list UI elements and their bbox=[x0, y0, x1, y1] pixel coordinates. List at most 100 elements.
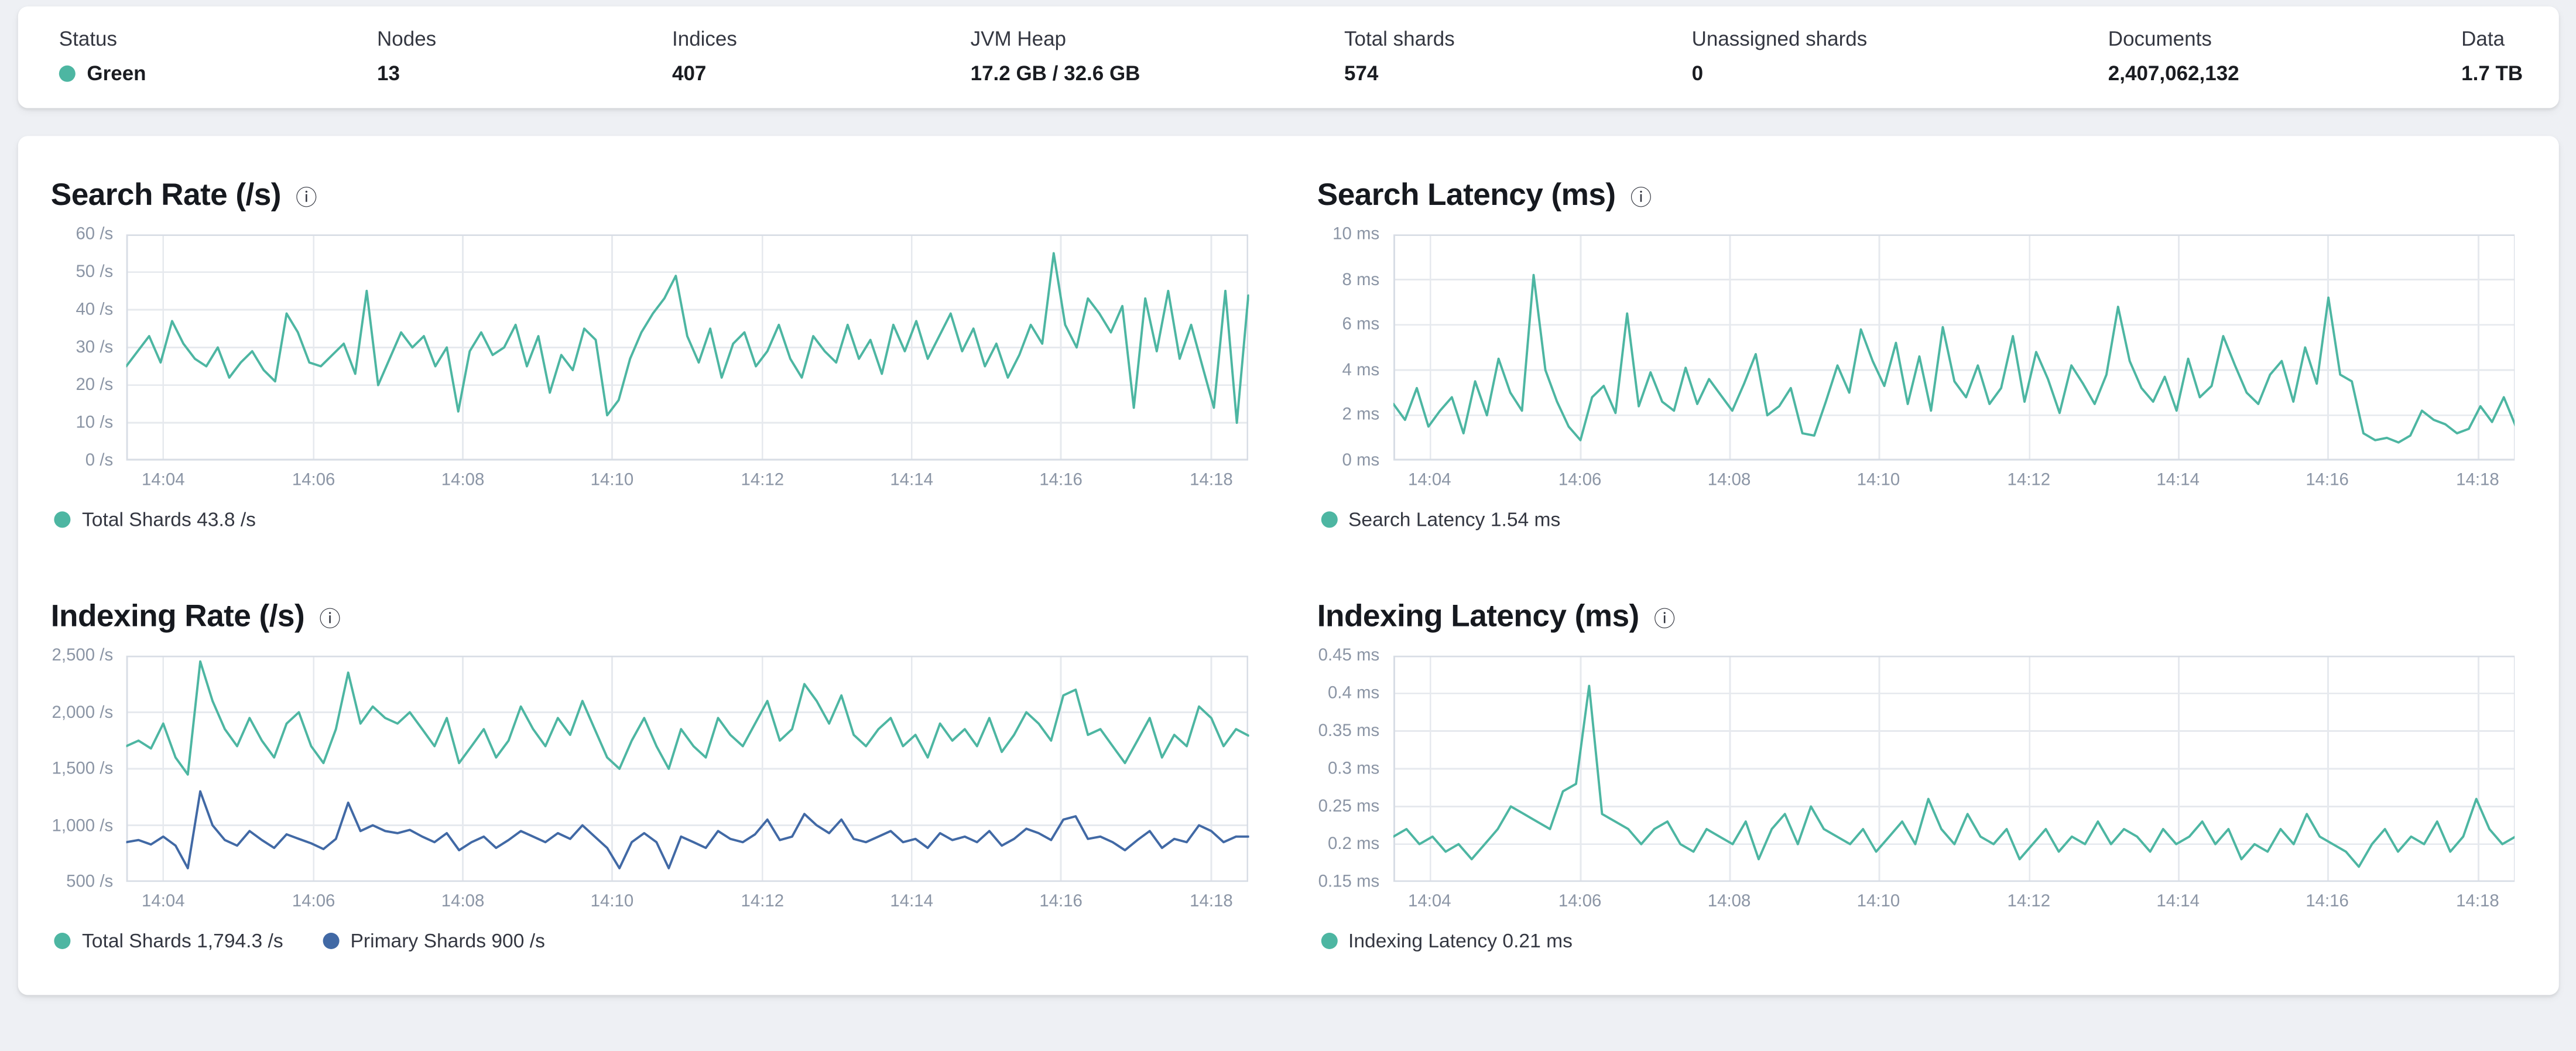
stat-label: Status bbox=[59, 28, 118, 51]
x-tick-label: 14:08 bbox=[1707, 470, 1751, 490]
stat-total-shards: Total shards 574 bbox=[1344, 28, 1692, 85]
stat-value: 574 bbox=[1344, 62, 1692, 85]
info-icon[interactable]: ⓘ bbox=[296, 184, 317, 209]
x-tick-label: 14:18 bbox=[2456, 892, 2499, 912]
y-tick-label: 0.35 ms bbox=[1318, 721, 1380, 741]
stat-label: Total shards bbox=[1344, 28, 1455, 51]
x-tick-label: 14:16 bbox=[1039, 470, 1083, 490]
chart-indexing-latency: Indexing Latency (ms) ⓘ 0.15 ms 0.2 ms 0.25 … bbox=[1317, 600, 2515, 953]
stat-indices: Indices 407 bbox=[672, 28, 971, 85]
x-tick-label: 14:18 bbox=[1190, 470, 1233, 490]
charts-grid: Search Rate (/s) ⓘ 0 /s 10 /s 20 /s 30 /s 40 /… bbox=[18, 136, 2559, 995]
stat-value: 407 bbox=[672, 62, 971, 85]
x-tick-label: 14:16 bbox=[2306, 470, 2349, 490]
series-line-search-latency bbox=[1392, 273, 2515, 444]
x-tick-label: 14:08 bbox=[1707, 892, 1751, 912]
x-tick-label: 14:16 bbox=[2306, 892, 2349, 912]
stat-label: Indices bbox=[672, 28, 737, 51]
series-line-total-shards bbox=[126, 252, 1249, 424]
stat-value: 1.7 TB bbox=[2461, 62, 2523, 85]
y-tick-label: 1,500 /s bbox=[52, 759, 114, 779]
x-tick-label: 14:16 bbox=[1039, 892, 1083, 912]
plot-area[interactable] bbox=[126, 234, 1249, 461]
series-line-total-shards bbox=[126, 660, 1249, 776]
x-tick-label: 14:06 bbox=[1558, 892, 1602, 912]
legend-item[interactable]: Total Shards 1,794.3 /s bbox=[54, 929, 283, 953]
y-tick-label: 500 /s bbox=[66, 872, 114, 892]
y-tick-label: 0.25 ms bbox=[1318, 796, 1380, 817]
y-tick-label: 2 ms bbox=[1342, 405, 1380, 426]
x-tick-label: 14:10 bbox=[590, 892, 634, 912]
stat-value-text: 0 bbox=[1691, 62, 1704, 85]
series-line-primary-shards bbox=[126, 790, 1249, 869]
x-tick-label: 14:04 bbox=[142, 892, 185, 912]
y-tick-label: 2,500 /s bbox=[52, 646, 114, 666]
legend-label: Search Latency 1.54 ms bbox=[1348, 508, 1561, 531]
stat-unassigned-shards: Unassigned shards 0 bbox=[1692, 28, 2108, 85]
legend-item[interactable]: Primary Shards 900 /s bbox=[322, 929, 545, 953]
legend-dot bbox=[1320, 511, 1337, 528]
legend: Search Latency 1.54 ms bbox=[1317, 508, 2515, 531]
x-tick-label: 14:14 bbox=[890, 892, 933, 912]
legend-item[interactable]: Total Shards 43.8 /s bbox=[54, 508, 256, 531]
y-tick-label: 8 ms bbox=[1342, 269, 1380, 290]
stat-label: Nodes bbox=[377, 28, 437, 51]
x-tick-label: 14:04 bbox=[1408, 892, 1451, 912]
stat-value: 13 bbox=[377, 62, 672, 85]
dashboard-root: Status Green Nodes 13 Indices 407 JVM Heap 17.2… bbox=[0, 6, 2576, 1051]
legend-label: Total Shards 1,794.3 /s bbox=[82, 929, 283, 953]
info-icon[interactable]: ⓘ bbox=[319, 605, 341, 631]
x-axis: 14:04 14:06 14:08 14:10 14:12 14:14 14:16 14:18 bbox=[1393, 882, 2515, 915]
legend-item[interactable]: Indexing Latency 0.21 ms bbox=[1320, 929, 1573, 953]
x-tick-label: 14:10 bbox=[1856, 470, 1900, 490]
info-icon[interactable]: ⓘ bbox=[1653, 605, 1676, 631]
y-axis: 500 /s 1,000 /s 1,500 /s 2,000 /s 2,500 /s bbox=[51, 646, 126, 892]
y-tick-label: 0.45 ms bbox=[1318, 646, 1380, 666]
legend-item[interactable]: Search Latency 1.54 ms bbox=[1320, 508, 1560, 531]
y-tick-label: 50 /s bbox=[76, 262, 114, 282]
x-tick-label: 14:04 bbox=[1408, 470, 1451, 490]
stat-value-text: 1.7 TB bbox=[2461, 62, 2523, 85]
chart-title: Indexing Rate (/s) bbox=[50, 600, 305, 635]
stat-data: Data 1.7 TB bbox=[2461, 28, 2523, 85]
x-tick-label: 14:14 bbox=[890, 470, 933, 490]
chart-title: Search Latency (ms) bbox=[1317, 179, 1616, 213]
stat-nodes: Nodes 13 bbox=[377, 28, 672, 85]
y-tick-label: 6 ms bbox=[1342, 314, 1380, 335]
y-axis: 0 /s 10 /s 20 /s 30 /s 40 /s 50 /s 60 /s bbox=[51, 224, 126, 470]
y-tick-label: 0.15 ms bbox=[1318, 872, 1380, 892]
x-axis: 14:04 14:06 14:08 14:10 14:12 14:14 14:16 14:18 bbox=[126, 461, 1249, 494]
stat-value: 2,407,062,132 bbox=[2108, 62, 2459, 85]
y-tick-label: 30 /s bbox=[76, 337, 114, 358]
stat-label: Data bbox=[2461, 28, 2505, 51]
x-tick-label: 14:06 bbox=[1558, 470, 1602, 490]
legend-label: Total Shards 43.8 /s bbox=[82, 508, 256, 531]
legend-label: Indexing Latency 0.21 ms bbox=[1348, 929, 1573, 953]
x-axis: 14:04 14:06 14:08 14:10 14:12 14:14 14:16 14:18 bbox=[126, 882, 1249, 915]
plot-area[interactable] bbox=[126, 655, 1249, 882]
y-tick-label: 1,000 /s bbox=[52, 815, 114, 836]
x-tick-label: 14:14 bbox=[2156, 470, 2200, 490]
x-tick-label: 14:06 bbox=[292, 892, 335, 912]
stat-value: 17.2 GB / 32.6 GB bbox=[971, 62, 1344, 85]
plot-area[interactable] bbox=[1392, 655, 2515, 882]
legend-dot bbox=[1320, 933, 1337, 949]
x-tick-label: 14:04 bbox=[142, 470, 185, 490]
info-icon[interactable]: ⓘ bbox=[1630, 184, 1652, 209]
x-tick-label: 14:18 bbox=[2456, 470, 2499, 490]
y-axis: 0.15 ms 0.2 ms 0.25 ms 0.3 ms 0.35 ms 0.4 ms 0… bbox=[1317, 646, 1393, 892]
legend: Total Shards 1,794.3 /s Primary Shards 90… bbox=[51, 929, 1248, 953]
stat-value-text: 13 bbox=[377, 62, 400, 85]
stat-value-text: 574 bbox=[1344, 62, 1379, 85]
x-tick-label: 14:12 bbox=[2007, 892, 2051, 912]
y-tick-label: 2,000 /s bbox=[52, 702, 114, 723]
y-tick-label: 0 ms bbox=[1342, 450, 1380, 471]
x-tick-label: 14:10 bbox=[1856, 892, 1900, 912]
y-tick-label: 0 /s bbox=[85, 450, 114, 471]
stat-value: 0 bbox=[1692, 62, 2108, 85]
x-tick-label: 14:06 bbox=[292, 470, 335, 490]
y-axis: 0 ms 2 ms 4 ms 6 ms 8 ms 10 ms bbox=[1317, 224, 1393, 470]
x-tick-label: 14:12 bbox=[2007, 470, 2051, 490]
stat-label: Unassigned shards bbox=[1691, 28, 1868, 51]
plot-area[interactable] bbox=[1392, 234, 2515, 461]
